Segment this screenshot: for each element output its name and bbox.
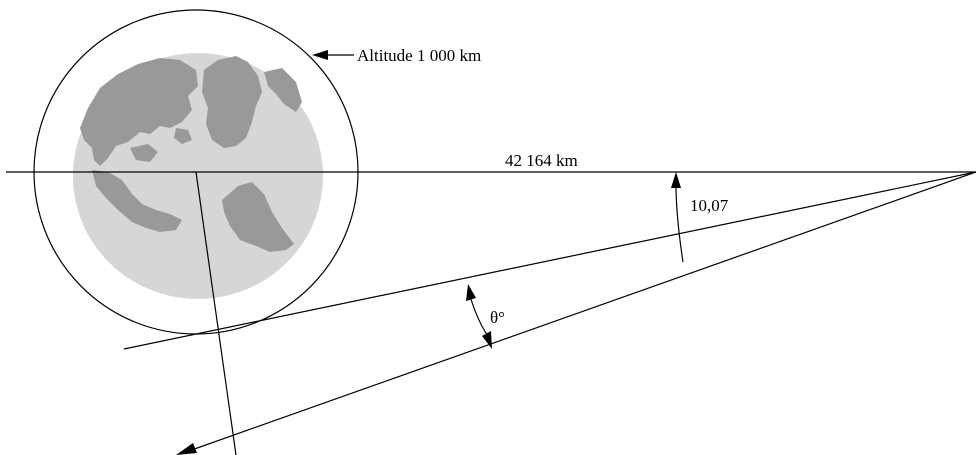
theta-arrowhead-top (466, 284, 476, 301)
theta-arrowhead-bottom (482, 331, 492, 349)
altitude-leader-arrowhead (312, 50, 328, 60)
angle-10-arc (675, 183, 684, 263)
theta-arc (469, 295, 489, 337)
lower-line-arrowhead (176, 443, 197, 455)
tangent-line (123, 171, 976, 350)
landmass-island-b (174, 128, 192, 144)
angle-value-label: 10,07 (690, 196, 729, 215)
landmass-north-fragment (264, 68, 302, 112)
theta-label: θ° (490, 308, 505, 327)
radial-line (195, 171, 237, 455)
landmass-island-a (130, 144, 158, 162)
lower-line (185, 171, 976, 453)
distance-label: 42 164 km (505, 151, 578, 170)
landmass-central-america (92, 170, 182, 232)
angle-10-arrowhead (671, 172, 681, 188)
landmass-greenland (202, 56, 262, 148)
landmass-south-america (222, 182, 294, 252)
landmass-north-america (80, 58, 198, 166)
altitude-label: Altitude 1 000 km (357, 46, 481, 65)
earth-landmasses (80, 56, 302, 252)
